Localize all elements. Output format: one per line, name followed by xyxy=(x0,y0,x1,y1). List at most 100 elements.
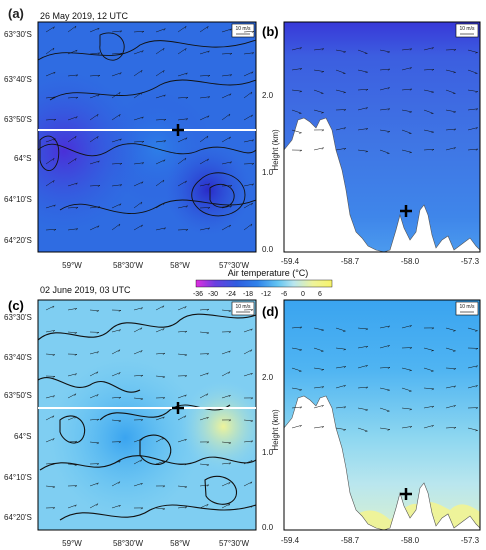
wind-vector xyxy=(111,396,121,399)
wind-vector-head xyxy=(343,429,346,431)
wind-vector-head xyxy=(75,116,78,119)
wind-vector-head xyxy=(453,368,457,370)
wind-vector xyxy=(313,48,324,51)
wind-vector-head xyxy=(228,503,231,507)
wind-vector xyxy=(243,223,253,231)
wind-vector xyxy=(379,87,390,91)
wind-vector-head xyxy=(97,206,101,209)
wind-vector-head xyxy=(53,138,56,141)
wind-vector-head xyxy=(96,482,99,485)
wind-vector xyxy=(467,385,478,389)
wind-vector xyxy=(45,415,55,421)
wind-vector xyxy=(199,504,209,509)
wind-vector-head xyxy=(206,308,210,311)
wind-vector-head xyxy=(475,108,479,111)
wind-vector xyxy=(45,305,55,311)
panel-c-wind-reference-label: 10 m/s xyxy=(235,304,251,310)
wind-vector-head xyxy=(184,26,187,29)
wind-vector xyxy=(155,328,165,333)
wind-vector xyxy=(423,347,434,351)
wind-vector-head xyxy=(409,408,413,411)
wind-vector-head xyxy=(118,114,121,117)
wind-vector-head xyxy=(453,330,456,332)
wind-vector-head xyxy=(250,372,253,376)
wind-vector-head xyxy=(140,327,143,330)
wind-vector-head xyxy=(96,442,100,445)
wind-vector-head xyxy=(299,149,303,152)
panel-c-ytick-5: 64°10'S xyxy=(4,473,32,482)
wind-vector xyxy=(357,69,368,73)
wind-vector-head xyxy=(162,460,165,464)
wind-vector xyxy=(335,385,346,389)
wind-vector-head xyxy=(453,72,456,74)
wind-vector xyxy=(357,49,368,54)
panel-d-ytick-1: 0.0 xyxy=(262,523,274,532)
wind-vector xyxy=(199,393,209,399)
wind-vector-head xyxy=(118,372,121,375)
wind-vector-head xyxy=(228,462,232,465)
wind-vector xyxy=(379,387,390,391)
wind-vector-head xyxy=(162,352,166,355)
wind-vector xyxy=(177,506,187,509)
wind-vector xyxy=(177,229,188,231)
wind-vector xyxy=(291,109,302,114)
wind-vector xyxy=(45,353,55,355)
wind-vector-head xyxy=(475,407,479,410)
panel-d-xtick-1: -59.4 xyxy=(281,536,300,545)
wind-vector xyxy=(67,393,77,399)
panel-a-marker xyxy=(172,124,184,136)
wind-vector xyxy=(89,394,99,399)
wind-vector xyxy=(401,426,412,429)
panel-c: 10 m/s 63°30'S 63°40'S 63°50'S 64°S 64°1… xyxy=(4,298,257,548)
wind-vector-head xyxy=(409,67,412,70)
wind-vector xyxy=(155,48,165,55)
wind-vector xyxy=(243,419,253,422)
wind-vector-head xyxy=(75,96,79,99)
wind-vector xyxy=(291,89,302,92)
wind-vector-head xyxy=(431,425,434,428)
wind-vector-head xyxy=(162,416,165,419)
panel-d-ylabel: Height (km) xyxy=(271,409,280,451)
wind-vector xyxy=(89,482,99,487)
wind-vector xyxy=(45,485,55,488)
wind-vector-head xyxy=(52,486,56,489)
wind-vector-head xyxy=(229,161,232,164)
wind-vector xyxy=(379,108,390,111)
wind-vector-head xyxy=(184,415,187,418)
wind-vector xyxy=(111,30,122,33)
wind-vector-head xyxy=(206,353,210,356)
wind-vector-head xyxy=(343,127,346,130)
wind-vector-head xyxy=(140,70,143,73)
wind-vector xyxy=(155,119,166,121)
wind-vector xyxy=(177,118,188,121)
wind-vector-head xyxy=(365,345,368,348)
wind-vector xyxy=(67,74,78,77)
wind-vector xyxy=(379,427,390,430)
wind-vector xyxy=(133,92,143,99)
wind-vector xyxy=(199,75,210,77)
wind-vector xyxy=(177,26,187,33)
wind-vector xyxy=(335,127,346,131)
wind-vector xyxy=(313,426,324,429)
wind-vector-head xyxy=(206,484,210,487)
wind-vector-head xyxy=(387,345,390,348)
panel-d-frame xyxy=(283,299,481,531)
wind-vector xyxy=(155,28,166,33)
wind-vector-head xyxy=(52,305,55,309)
wind-vector xyxy=(221,53,232,55)
wind-vector xyxy=(155,437,165,443)
panel-b-ytick-3: 2.0 xyxy=(262,91,274,100)
panel-c-ytick-6: 64°20'S xyxy=(4,513,32,522)
panel-a-wind-reference-label: 10 m/s xyxy=(235,26,251,32)
wind-vector xyxy=(133,327,143,333)
wind-vector xyxy=(199,372,209,377)
wind-vector-head xyxy=(321,147,324,150)
panel-a-ytick-2: 63°40'S xyxy=(4,75,32,84)
wind-vector-head xyxy=(74,158,77,161)
wind-vector xyxy=(67,331,77,333)
wind-vector xyxy=(155,140,166,143)
wind-vector xyxy=(155,70,165,77)
wind-vector xyxy=(199,115,210,121)
wind-vector-head xyxy=(74,485,78,488)
wind-vector-head xyxy=(387,367,391,369)
